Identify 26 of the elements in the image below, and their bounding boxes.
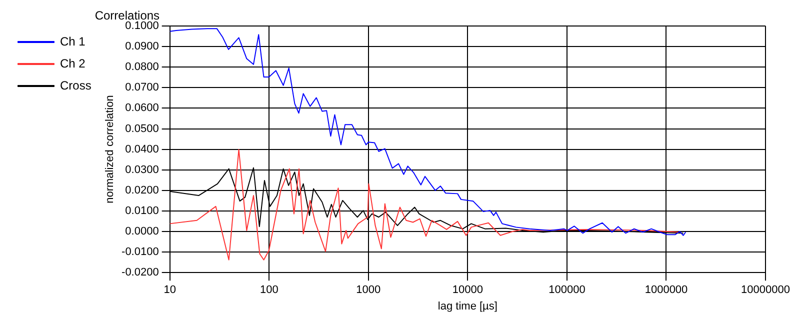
x-axis-title: lag time [µs] <box>438 300 498 312</box>
chart-title: Correlations <box>94 8 160 22</box>
y-tick-label: 0.0000 <box>125 226 159 238</box>
x-tick-label: 1000 <box>356 284 381 296</box>
y-tick-label: 0.0300 <box>125 164 159 176</box>
legend-label: Ch 2 <box>60 56 86 70</box>
y-tick-label: 0.0900 <box>125 40 159 53</box>
x-tick-label: 100 <box>260 284 278 296</box>
y-tick-label: 0.0100 <box>125 204 159 217</box>
x-tick-label: 10000000 <box>741 284 790 296</box>
x-tick-label: 100000 <box>548 284 586 296</box>
y-tick-label: 0.1000 <box>125 20 159 32</box>
y-tick-label: 0.0800 <box>125 61 159 74</box>
x-tick-label: 10000 <box>452 284 483 296</box>
x-tick-label: 10 <box>164 284 176 296</box>
y-tick-label: 0.0500 <box>125 122 159 135</box>
y-tick-label: 0.0700 <box>125 82 159 94</box>
x-tick-label: 1000000 <box>644 284 688 296</box>
y-tick-label: 0.0200 <box>125 184 159 196</box>
y-tick-label: -0.0200 <box>122 266 159 279</box>
legend-label: Cross <box>60 78 92 92</box>
y-tick-label: 0.0400 <box>125 143 159 156</box>
y-tick-label: -0.0100 <box>122 246 159 258</box>
legend-label: Ch 1 <box>60 34 86 48</box>
y-tick-label: 0.0600 <box>125 102 159 114</box>
y-axis-title: normalized correlation <box>104 95 116 204</box>
